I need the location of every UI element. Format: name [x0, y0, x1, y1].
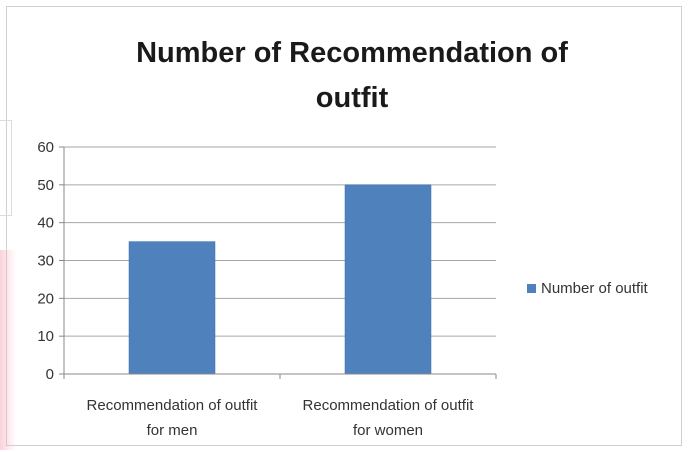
y-axis-ticks: 0 10 20 30 40 50 60 [37, 139, 54, 383]
legend-swatch [527, 284, 536, 293]
bars [128, 184, 432, 375]
x-category-label-2-line-2: for women [353, 422, 423, 439]
left-edge-decoration [0, 120, 12, 216]
bar-1 [128, 241, 216, 375]
y-tick-label-40: 40 [37, 215, 54, 232]
x-category-label-1-line-1: Recommendation of outfit [87, 397, 259, 414]
x-category-label-2-line-1: Recommendation of outfit [303, 397, 475, 414]
y-tick-label-50: 50 [37, 177, 54, 194]
legend: Number of outfit [527, 280, 649, 297]
y-tick-label-60: 60 [37, 139, 54, 156]
legend-label: Number of outfit [541, 280, 649, 297]
chart-title-line-2: outfit [316, 82, 389, 114]
bar-2 [344, 184, 432, 375]
axes [63, 147, 497, 379]
chart-frame [6, 6, 682, 446]
y-tick-label-0: 0 [46, 366, 54, 383]
chart-title-line-1: Number of Recommendation of [136, 37, 568, 69]
y-tick-label-30: 30 [37, 253, 54, 270]
x-category-label-1-line-2: for men [147, 422, 198, 439]
x-category-labels: Recommendation of outfit for men Recomme… [87, 397, 475, 439]
left-pink-decoration [0, 250, 16, 450]
y-tick-label-20: 20 [37, 290, 54, 307]
y-tick-label-10: 10 [37, 328, 54, 345]
